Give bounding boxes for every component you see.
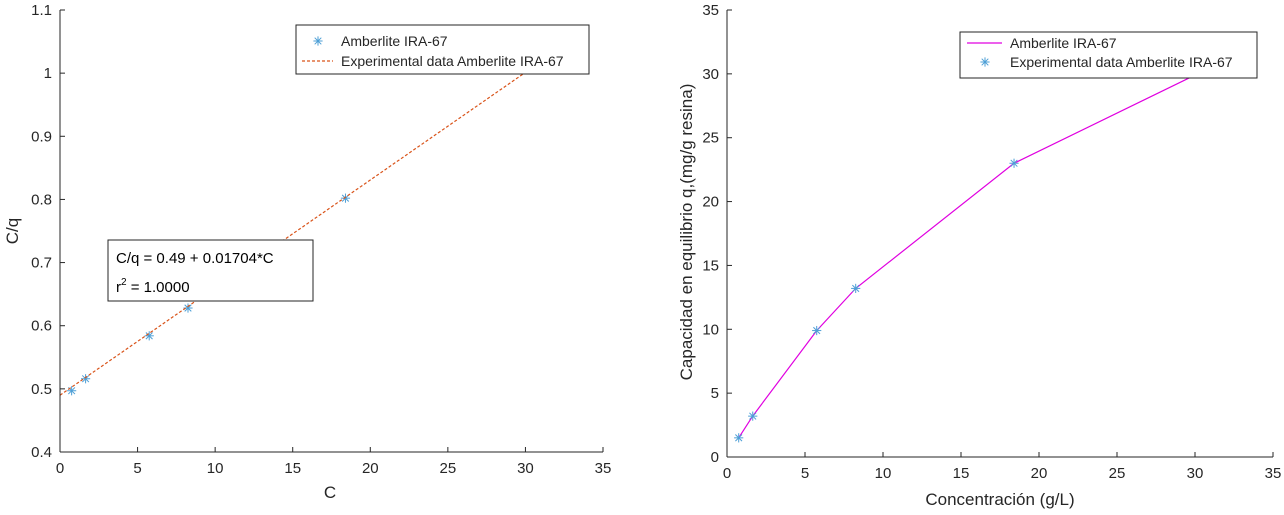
x-tick-label: 20 [362,460,379,477]
x-tick-label: 15 [953,465,970,482]
x-axis-title: C [324,483,336,502]
marker-stroke [314,37,322,45]
plot-area [727,10,1273,457]
legend: Amberlite IRA-67 Experimental data Amber… [295,24,590,75]
x-tick-label: 5 [801,465,809,482]
legend-asterisk [313,36,323,46]
y-axis-title: C/q [3,218,22,244]
y-tick-label: 1 [44,65,52,82]
plot-area [60,10,603,452]
legend-entry-label: Experimental data Amberlite IRA-67 [341,53,564,69]
y-tick-label: 15 [702,257,719,274]
x-tick-label: 0 [723,465,731,482]
isotherm-chart: 0 5 10 15 20 25 30 35 0 5 10 15 20 25 30 35 Concentraci… [677,2,1281,509]
legend-asterisk [980,57,990,67]
x-tick-label: 10 [207,460,224,477]
y-tick-label: 20 [702,194,719,211]
y-tick-label: 0.4 [31,444,52,461]
marker-stroke [67,387,76,395]
r-squared-text: r2 = 1.0000 [116,277,190,296]
y-tick-label: 30 [702,66,719,83]
data-point-asterisk [67,386,77,396]
x-tick-label: 10 [875,465,892,482]
legend-entry-label: Experimental data Amberlite IRA-67 [1010,54,1233,70]
data-point-asterisk [340,193,351,203]
linearization-chart: 0 5 10 15 20 25 30 35 0.4 0.5 0.6 0.7 0.8 0.9 1 1.1 C C… [3,2,611,502]
y-tick-label: 10 [702,321,719,338]
y-tick-label: 0.7 [31,255,52,272]
x-tick-label: 35 [1265,465,1282,482]
legend-box [295,24,590,75]
y-tick-label: 0 [711,449,719,466]
y-tick-label: 0.8 [31,191,52,208]
y-tick-label: 25 [702,130,719,147]
fit-line-dashed [59,66,534,396]
x-tick-label: 25 [1109,465,1126,482]
data-point-asterisk [748,411,758,421]
y-axis-title: Capacidad en equilibrio q,(mg/g resina) [677,84,696,381]
x-tick-label: 0 [56,460,64,477]
y-tick-label: 5 [711,385,719,402]
marker-stroke [735,434,743,442]
marker-stroke [852,284,860,293]
data-point-asterisk [144,331,154,341]
y-tick-label: 0.5 [31,381,52,398]
series-line [738,70,1204,439]
x-tick-label: 20 [1031,465,1048,482]
data-point-asterisk [80,374,91,384]
marker-stroke [813,326,821,335]
y-tick-label: 0.9 [31,128,52,145]
equation-text: C/q = 0.49 + 0.01704*C [116,250,274,267]
fit-equation-box: C/q = 0.49 + 0.01704*C r2 = 1.0000 [107,239,314,302]
data-point-asterisk [812,325,822,336]
legend-entry-label: Amberlite IRA-67 [1010,35,1117,51]
axis-ticks: 0 5 10 15 20 25 30 35 0 5 10 15 20 25 30 35 [702,2,1281,482]
marker-stroke [749,412,757,420]
x-tick-label: 35 [595,460,612,477]
annotation-box [107,239,314,302]
y-tick-label: 0.6 [31,318,52,335]
data-point-asterisk [1009,158,1019,168]
x-tick-label: 25 [440,460,457,477]
x-axis-title: Concentración (g/L) [925,490,1074,509]
data-point-asterisk [851,283,861,294]
marker-stroke [1010,159,1018,167]
x-tick-label: 30 [1187,465,1204,482]
y-tick-label: 35 [702,2,719,19]
marker-stroke [145,332,153,340]
x-tick-label: 15 [284,460,301,477]
x-tick-label: 30 [517,460,534,477]
legend: Amberlite IRA-67 Experimental data Amber… [959,31,1258,79]
marker-stroke [981,58,989,66]
legend-marker-asterisk [313,36,323,46]
data-point-asterisk [734,433,744,443]
legend-entry-label: Amberlite IRA-67 [341,33,448,49]
y-tick-label: 1.1 [31,2,52,19]
x-tick-label: 5 [133,460,141,477]
marker-stroke [184,304,192,312]
legend-marker-asterisk [980,57,990,67]
axis-ticks: 0 5 10 15 20 25 30 35 0.4 0.5 0.6 0.7 0.8 0.9 1 1.1 [31,2,611,477]
legend-box [959,31,1258,79]
marker-stroke [81,375,90,383]
marker-stroke [341,194,350,202]
